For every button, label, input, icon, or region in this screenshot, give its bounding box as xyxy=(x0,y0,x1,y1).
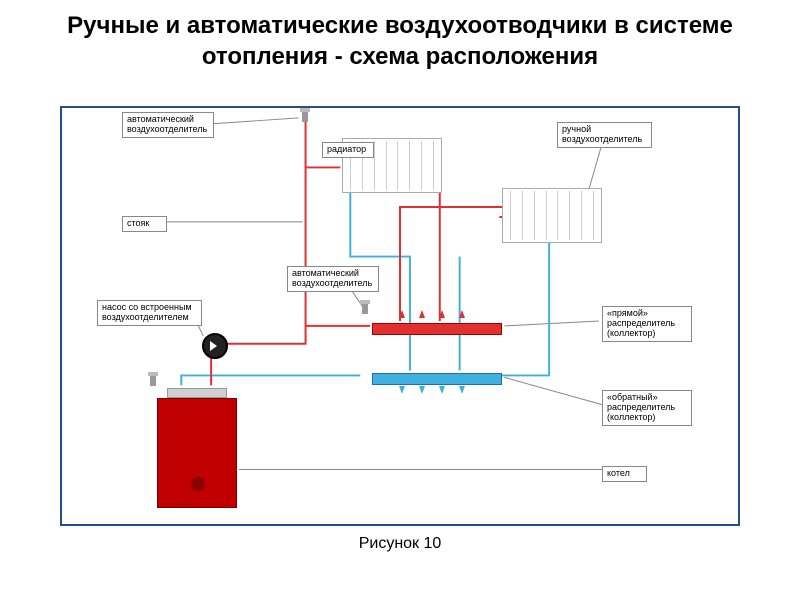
radiator xyxy=(502,188,602,243)
label-pump: насос со встроенным воздухоотделителем xyxy=(97,300,202,326)
pump-icon xyxy=(202,333,228,359)
label-radiator: радиатор xyxy=(322,142,374,158)
label-manifold-supply: «прямой» распределитель (коллектор) xyxy=(602,306,692,342)
label-riser: стояк xyxy=(122,216,167,232)
diagram-frame: автоматический воздухоотделитель стояк р… xyxy=(60,106,740,526)
manifold-return xyxy=(372,373,502,385)
manifold-supply xyxy=(372,323,502,335)
label-manifold-return: «обратный» распределитель (коллектор) xyxy=(602,390,692,426)
air-vent-icon xyxy=(302,112,308,122)
figure-caption: Рисунок 10 xyxy=(0,535,800,553)
label-boiler: котел xyxy=(602,466,647,482)
air-vent-icon xyxy=(362,304,368,314)
boiler xyxy=(157,398,237,508)
label-auto-vent: автоматический воздухоотделитель xyxy=(122,112,214,138)
label-auto-vent-mid: автоматический воздухоотделитель xyxy=(287,266,379,292)
label-manual-vent: ручной воздухоотделитель xyxy=(557,122,652,148)
boiler-top xyxy=(167,388,227,398)
boiler-indicator xyxy=(191,477,205,491)
page-title: Ручные и автоматические воздухоотводчики… xyxy=(0,0,800,72)
air-vent-icon xyxy=(150,376,156,386)
